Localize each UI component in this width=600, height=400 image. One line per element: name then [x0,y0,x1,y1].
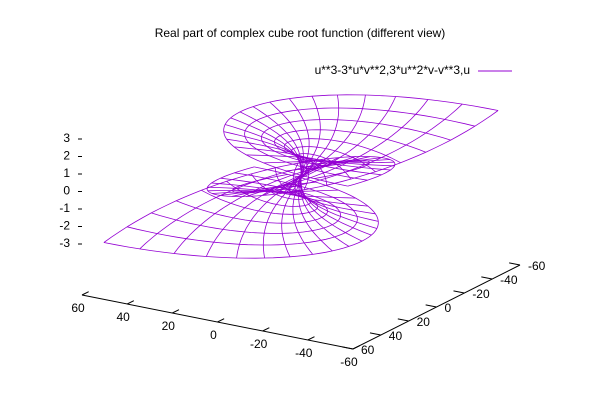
x-tick-label: -40 [295,346,313,360]
x-tick-label: 0 [210,328,217,342]
y-tick-label: 0 [444,301,451,315]
x-tick-label: 60 [71,301,85,315]
y-tick [397,318,409,322]
y-tick-label: -60 [528,259,546,273]
x-tick [262,327,270,332]
mesh-line [236,154,322,259]
y-tick-label: 60 [361,343,375,357]
y-tick [425,304,437,308]
y-tick [509,262,521,266]
legend-label: u**3-3*u*v**2,3*u**2*v-v**3,u [315,63,470,77]
mesh-line [224,124,333,252]
z-tick-label: -3 [59,236,70,250]
x-tick-label: 40 [116,310,130,324]
z-tick-label: 3 [63,131,70,145]
mesh-line [223,94,499,187]
mesh-line [244,107,475,181]
x-tick [352,345,360,350]
z-tick-label: 1 [63,166,70,180]
mesh-line [103,155,396,243]
x-tick [126,300,135,305]
x-tick [172,309,180,314]
surface [103,94,499,259]
mesh-line [283,138,401,167]
z-tick-label: -2 [59,219,70,233]
mesh-line [226,138,308,257]
mesh-line [260,119,451,176]
y-tick [481,276,493,280]
z-tick-label: -1 [59,201,70,215]
chart-title: Real part of complex cube root function … [155,26,446,40]
x-tick-label: 20 [162,319,176,333]
x-tick-label: -60 [340,355,358,369]
mesh-line [223,131,314,255]
x-tick [81,291,89,296]
y-tick-label: -20 [472,287,490,301]
z-tick-label: 2 [63,149,70,163]
x-tick [307,336,315,341]
y-tick [369,332,381,336]
y-tick [453,290,465,294]
mesh-line [139,159,370,250]
y-tick-label: -40 [500,273,518,287]
x-tick-label: -20 [250,337,268,351]
y-tick-label: 20 [417,315,431,329]
x-tick [217,318,225,323]
mesh-line [274,129,426,171]
z-tick-label: 0 [63,184,70,198]
mesh-line [173,161,350,254]
y-tick [342,346,354,350]
y-tick-label: 40 [389,329,403,343]
mesh-line [299,156,371,190]
